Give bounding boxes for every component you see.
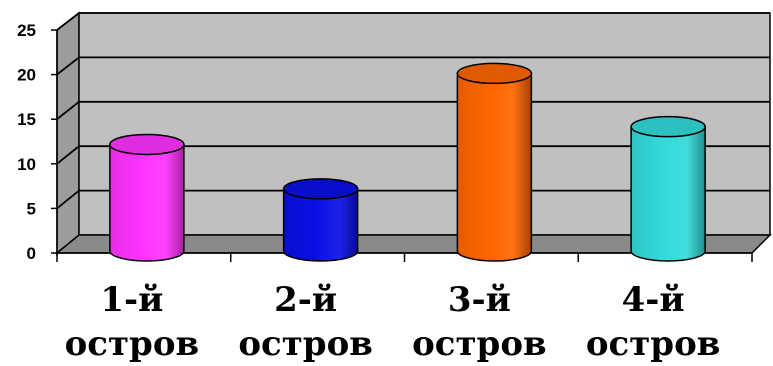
y-tick-label: 25 (17, 21, 36, 40)
y-tick-label: 20 (17, 66, 36, 85)
bar-body (630, 125, 706, 262)
x-tick-label-line1: 1-й (100, 280, 164, 320)
bars (109, 62, 706, 262)
x-tick-label-line1: 3-й (447, 280, 511, 320)
bar-body (109, 143, 185, 262)
gridline (56, 145, 770, 165)
y-tick-labels: 0 5 10 15 20 25 (17, 21, 36, 263)
bar-top (109, 133, 185, 156)
x-tick-label: 4-й остров (573, 278, 733, 366)
y-axis (51, 29, 58, 256)
bar (109, 133, 185, 262)
gridlines (56, 12, 770, 210)
x-tick-label-line1: 4-й (621, 280, 685, 320)
bar-top (282, 178, 359, 200)
bar-body (456, 72, 533, 262)
x-tick-label: 3-й остров (399, 278, 559, 366)
y-tick-label: 5 (27, 199, 36, 218)
bar-top (456, 62, 533, 85)
gridline (56, 100, 770, 120)
x-tick-label: 2-й остров (226, 278, 386, 366)
y-tick-label: 0 (27, 244, 36, 263)
x-tick-label-line2: остров (412, 324, 547, 364)
x-tick-label: 1-й остров (52, 278, 212, 366)
bar-top (630, 115, 706, 138)
y-tick-label: 10 (17, 155, 36, 174)
gridline (56, 56, 770, 76)
x-tick-label-line2: остров (585, 324, 721, 364)
left-wall (56, 11, 80, 255)
bar (630, 115, 706, 262)
y-tick-label: 15 (17, 110, 36, 129)
x-tick-label-line2: остров (238, 324, 373, 364)
bar (282, 178, 359, 262)
gridline (56, 12, 770, 31)
bar-body (282, 188, 359, 262)
x-tick-label-line2: остров (64, 324, 200, 364)
bar (456, 62, 533, 262)
gridline (56, 189, 770, 210)
x-tick-label-line1: 2-й (274, 280, 338, 320)
